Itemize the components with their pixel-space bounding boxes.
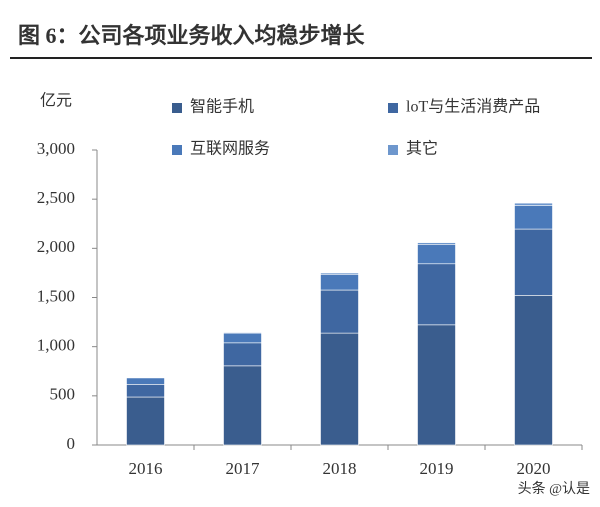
bar-segment xyxy=(126,384,165,398)
bar-segment xyxy=(223,332,262,344)
bar-segment xyxy=(223,332,262,334)
bar-segment xyxy=(514,202,553,206)
x-tick-label: 2018 xyxy=(323,459,357,478)
y-tick-label: 2,500 xyxy=(37,188,75,207)
y-tick-label: 1,500 xyxy=(37,286,75,305)
bar-segment xyxy=(417,263,456,326)
legend-label: 其它 xyxy=(406,140,438,158)
bar-segment xyxy=(320,273,359,291)
bar-segment xyxy=(320,272,359,275)
bar-segment xyxy=(417,242,456,245)
watermark: 头条 @认是 xyxy=(518,480,590,497)
bar-segment xyxy=(417,324,456,446)
legend-label: loT与生活消费产品 xyxy=(406,98,540,116)
y-tick-label: 0 xyxy=(67,434,76,453)
bar-segment xyxy=(126,396,165,446)
y-tick-label: 500 xyxy=(50,385,76,404)
legend-swatch xyxy=(172,103,182,113)
y-tick-label: 3,000 xyxy=(37,139,75,158)
bar-segment xyxy=(514,205,553,230)
bar-segment xyxy=(417,244,456,265)
x-tick-label: 2016 xyxy=(129,459,163,478)
legend-swatch xyxy=(172,145,182,155)
y-tick-label: 1,000 xyxy=(37,336,75,355)
y-tick-label: 2,000 xyxy=(37,237,75,256)
bar-segment xyxy=(514,295,553,446)
x-tick-label: 2017 xyxy=(226,459,261,478)
bar-segment xyxy=(514,228,553,296)
legend-label: 智能手机 xyxy=(190,98,254,116)
y-axis-label: 亿元 xyxy=(40,92,72,110)
bar-segment xyxy=(223,365,262,446)
x-tick-label: 2019 xyxy=(420,459,454,478)
bar-segment xyxy=(223,342,262,367)
bar-segment xyxy=(320,289,359,334)
chart-title: 图 6：公司各项业务收入均稳步增长 xyxy=(18,23,366,48)
x-tick-label: 2020 xyxy=(517,459,551,478)
bar-segment xyxy=(320,332,359,446)
legend-swatch xyxy=(388,103,398,113)
bar-segment xyxy=(126,377,165,385)
legend-label: 互联网服务 xyxy=(190,140,270,158)
legend-swatch xyxy=(388,145,398,155)
